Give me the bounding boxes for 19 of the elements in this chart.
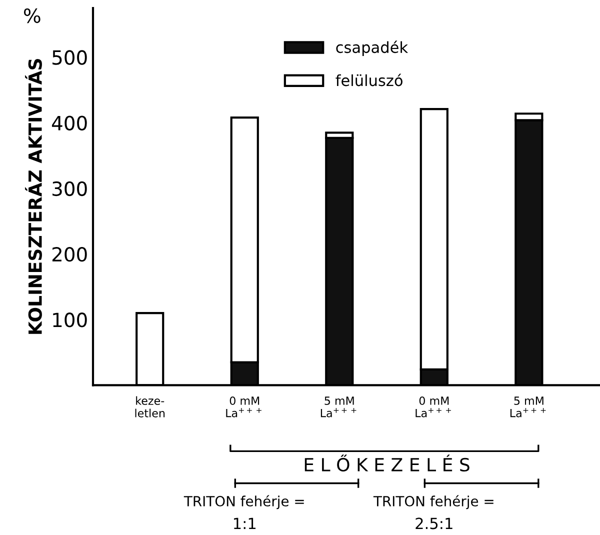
y-tick-label: 300 xyxy=(52,181,87,196)
text: 1:1 xyxy=(234,518,256,529)
text: TRITON fehérje = xyxy=(184,495,304,510)
text: TRITON fehérje = xyxy=(373,495,494,510)
x-tick-label: 5 mM La$^{+++}$ xyxy=(320,396,356,418)
text: 2.5:1 xyxy=(416,518,452,530)
x-tick-label: 5 mM La$^{+++}$ xyxy=(510,396,546,418)
y-tick-label: 100 xyxy=(53,312,87,328)
x-tick-label: keze- letlen xyxy=(135,396,165,418)
legend-label: felüluszó xyxy=(336,74,402,86)
y-axis-title: KOLINESZTERÁZ AKTIVITÁS xyxy=(25,59,42,334)
y-tick-label: 500 xyxy=(52,50,87,65)
text: % xyxy=(24,8,40,24)
legend-label: csapadék xyxy=(336,40,408,56)
y-tick-label: 200 xyxy=(52,246,87,262)
x-tick-label: 0 mM La$^{+++}$ xyxy=(416,396,451,418)
y-tick-label: 400 xyxy=(52,116,87,130)
x-tick-label: 0 mM La$^{+++}$ xyxy=(226,396,262,418)
text: E L Ő K E Z E L É S xyxy=(304,454,470,472)
